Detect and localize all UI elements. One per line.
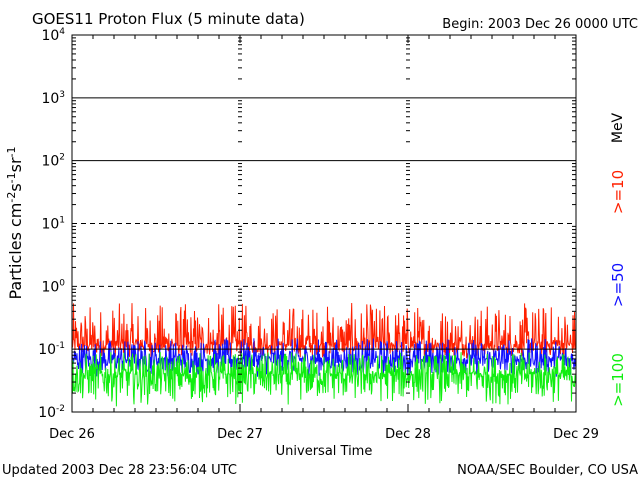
y-tick-label: 100 xyxy=(41,278,65,295)
x-tick-label: Dec 27 xyxy=(217,427,263,442)
x-tick-label: Dec 26 xyxy=(49,427,95,442)
y-tick-label: 101 xyxy=(41,216,65,233)
series-layer xyxy=(71,302,577,407)
series-line-ge100 xyxy=(71,352,577,407)
legend-label-ge100: >=100 xyxy=(609,353,627,407)
x-tick-label: Dec 29 xyxy=(553,427,599,442)
y-tick-label: 10-2 xyxy=(38,404,65,421)
legend-label-ge50: >=50 xyxy=(609,263,627,307)
x-axis-label: Universal Time xyxy=(276,444,373,459)
plot-frame xyxy=(71,34,577,413)
chart-title: GOES11 Proton Flux (5 minute data) xyxy=(32,10,305,28)
legend-label-ge10: >=10 xyxy=(609,170,627,214)
y-axis-label: Particles cm-2s-1sr-1 xyxy=(5,146,25,299)
unit-label: MeV xyxy=(610,112,626,143)
begin-label: Begin: 2003 Dec 26 0000 UTC xyxy=(442,17,638,32)
y-tick-label: 103 xyxy=(41,90,65,107)
y-tick-label: 104 xyxy=(41,27,65,44)
x-tick-label: Dec 28 xyxy=(385,427,431,442)
footer-credit: NOAA/SEC Boulder, CO USA xyxy=(457,463,638,478)
series-line-ge10 xyxy=(71,302,577,359)
footer-updated: Updated 2003 Dec 28 23:56:04 UTC xyxy=(2,463,237,478)
y-tick-label: 102 xyxy=(41,153,65,170)
grid-layer xyxy=(72,97,576,350)
y-tick-label: 10-1 xyxy=(38,341,65,358)
tick-layer: 10-2 10-1 100 101 102 103 104 Dec 26 Dec 27 Dec 2… xyxy=(38,27,599,442)
